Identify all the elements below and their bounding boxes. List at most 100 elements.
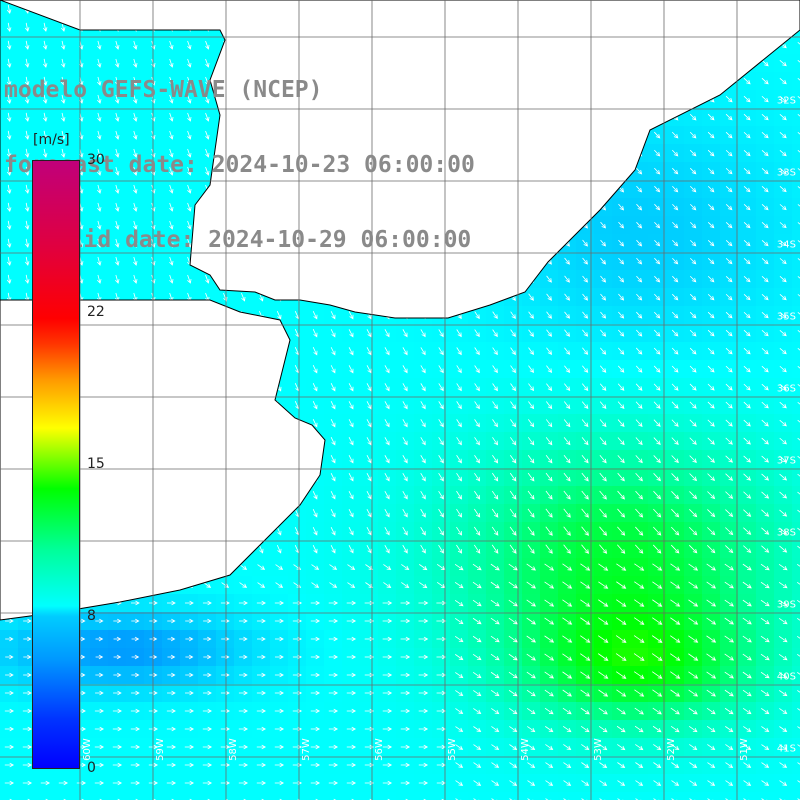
wind-arrow	[438, 401, 444, 410]
wind-arrow	[6, 220, 12, 230]
wind-arrow	[205, 148, 210, 158]
wind-cell	[792, 360, 800, 379]
wind-cell	[792, 738, 800, 757]
wind-arrow	[636, 203, 643, 211]
wind-arrow	[6, 256, 12, 266]
wind-arrow	[797, 690, 800, 693]
wind-arrow	[187, 166, 192, 176]
wind-arrow	[418, 690, 429, 696]
wind-arrow	[743, 401, 751, 409]
wind-arrow	[274, 618, 284, 624]
wind-arrow	[617, 744, 626, 751]
wind-arrow	[797, 545, 800, 549]
wind-arrow	[581, 437, 589, 446]
wind-arrow	[707, 257, 715, 265]
wind-arrow	[706, 726, 716, 733]
wind-arrow	[760, 563, 770, 571]
wind-arrow	[455, 690, 464, 697]
wind-cell	[522, 792, 541, 800]
wind-arrow	[95, 654, 104, 660]
wind-arrow	[23, 654, 32, 660]
wind-arrow	[670, 725, 680, 733]
wind-cell	[792, 486, 800, 505]
wind-cell	[792, 504, 800, 523]
wind-arrow	[400, 654, 411, 660]
wind-arrow	[725, 186, 733, 193]
wind-arrow	[528, 365, 535, 374]
wind-arrow	[508, 599, 518, 607]
wind-arrow	[778, 581, 788, 589]
wind-arrow	[436, 618, 447, 624]
wind-arrow	[635, 437, 643, 446]
wind-arrow	[761, 240, 769, 247]
wind-arrow	[725, 401, 733, 409]
wind-arrow	[6, 130, 12, 140]
wind-arrow	[346, 636, 357, 642]
wind-arrow	[689, 131, 697, 139]
wind-arrow	[779, 491, 788, 499]
wind-arrow	[634, 725, 644, 733]
wind-arrow	[688, 671, 699, 679]
wind-arrow	[797, 672, 800, 675]
wind-arrow	[689, 744, 698, 751]
wind-cell	[324, 792, 343, 800]
wind-arrow	[760, 599, 770, 607]
wind-arrow	[202, 726, 213, 732]
wind-arrow	[130, 726, 141, 732]
wind-arrow	[384, 544, 390, 554]
wind-arrow	[455, 726, 464, 732]
wind-arrow	[401, 582, 410, 589]
latitude-label: 39S	[776, 599, 796, 611]
wind-arrow	[761, 798, 768, 800]
wind-arrow	[545, 744, 554, 751]
wind-arrow	[689, 798, 696, 800]
wind-arrow	[221, 654, 230, 660]
wind-arrow	[546, 347, 553, 355]
wind-cell	[108, 792, 127, 800]
wind-arrow	[382, 600, 393, 606]
wind-arrow	[456, 437, 462, 446]
wind-arrow	[346, 744, 357, 750]
wind-arrow	[653, 473, 661, 482]
wind-arrow	[402, 383, 408, 392]
wind-arrow	[220, 600, 230, 606]
wind-arrow	[474, 365, 480, 374]
wind-arrow	[562, 689, 572, 697]
wind-arrow	[582, 329, 589, 337]
wind-arrow	[382, 636, 393, 642]
wind-arrow	[563, 762, 572, 768]
wind-arrow	[544, 671, 555, 679]
wind-arrow	[779, 150, 787, 157]
wind-arrow	[473, 726, 482, 732]
wind-arrow	[115, 202, 120, 212]
wind-arrow	[599, 419, 607, 428]
wind-arrow	[545, 726, 554, 733]
wind-arrow	[239, 582, 248, 588]
wind-arrow	[797, 330, 800, 333]
wind-arrow	[402, 347, 408, 356]
wind-arrow	[670, 689, 681, 697]
wind-arrow	[761, 365, 769, 373]
wind-arrow	[689, 437, 697, 445]
wind-arrow	[797, 204, 800, 207]
wind-arrow	[402, 365, 408, 374]
wind-arrow	[510, 347, 516, 356]
wind-arrow	[654, 221, 661, 229]
wind-arrow	[167, 672, 176, 678]
wind-arrow	[455, 762, 464, 768]
wind-arrow	[706, 563, 717, 571]
wind-arrow	[654, 311, 661, 319]
wind-arrow	[743, 329, 751, 337]
wind-arrow	[346, 762, 357, 768]
wind-arrow	[472, 653, 482, 661]
wind-arrow	[130, 744, 141, 750]
wind-arrow	[563, 437, 571, 446]
wind-arrow	[779, 204, 787, 211]
wind-cell	[342, 792, 361, 800]
latitude-label: 37S	[776, 455, 796, 467]
wind-arrow	[256, 618, 266, 624]
wind-arrow	[274, 654, 284, 660]
wind-arrow	[95, 636, 104, 642]
wind-arrow	[348, 365, 354, 374]
wind-arrow	[725, 149, 733, 157]
